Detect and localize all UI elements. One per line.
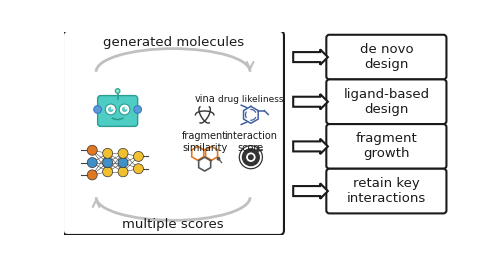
Text: multiple scores: multiple scores — [122, 218, 224, 231]
Circle shape — [124, 107, 127, 110]
Circle shape — [110, 107, 113, 110]
FancyBboxPatch shape — [326, 169, 446, 213]
Circle shape — [246, 152, 256, 163]
Text: drug likeliness: drug likeliness — [218, 95, 284, 104]
Circle shape — [118, 167, 128, 177]
FancyBboxPatch shape — [63, 31, 284, 235]
Circle shape — [87, 170, 97, 180]
Circle shape — [106, 104, 116, 115]
Circle shape — [134, 152, 143, 161]
Circle shape — [102, 158, 113, 168]
Text: interaction
score: interaction score — [224, 131, 278, 153]
Text: fragment
similarity: fragment similarity — [182, 131, 228, 153]
Circle shape — [216, 157, 220, 161]
Text: generated molecules: generated molecules — [102, 36, 244, 49]
FancyBboxPatch shape — [98, 96, 138, 126]
FancyBboxPatch shape — [326, 124, 446, 169]
Circle shape — [122, 107, 128, 112]
Text: vina: vina — [194, 95, 215, 105]
Circle shape — [134, 106, 141, 113]
Text: de novo
design: de novo design — [360, 43, 413, 71]
Text: fragment
growth: fragment growth — [356, 133, 418, 161]
Circle shape — [240, 146, 262, 169]
Circle shape — [118, 158, 128, 168]
Circle shape — [87, 158, 97, 168]
Polygon shape — [293, 49, 328, 65]
FancyBboxPatch shape — [326, 35, 446, 79]
Circle shape — [87, 145, 97, 155]
Text: ligand-based
design: ligand-based design — [344, 88, 430, 116]
Polygon shape — [293, 183, 328, 199]
Circle shape — [248, 155, 253, 159]
FancyBboxPatch shape — [326, 79, 446, 124]
Circle shape — [102, 167, 113, 177]
Polygon shape — [293, 139, 328, 154]
Circle shape — [116, 89, 120, 93]
Polygon shape — [293, 94, 328, 110]
Circle shape — [94, 106, 102, 113]
Circle shape — [118, 148, 128, 158]
Circle shape — [102, 148, 113, 158]
Circle shape — [134, 164, 143, 174]
Circle shape — [242, 149, 260, 166]
Text: retain key
interactions: retain key interactions — [347, 177, 426, 205]
Circle shape — [119, 104, 130, 115]
Circle shape — [108, 107, 114, 112]
